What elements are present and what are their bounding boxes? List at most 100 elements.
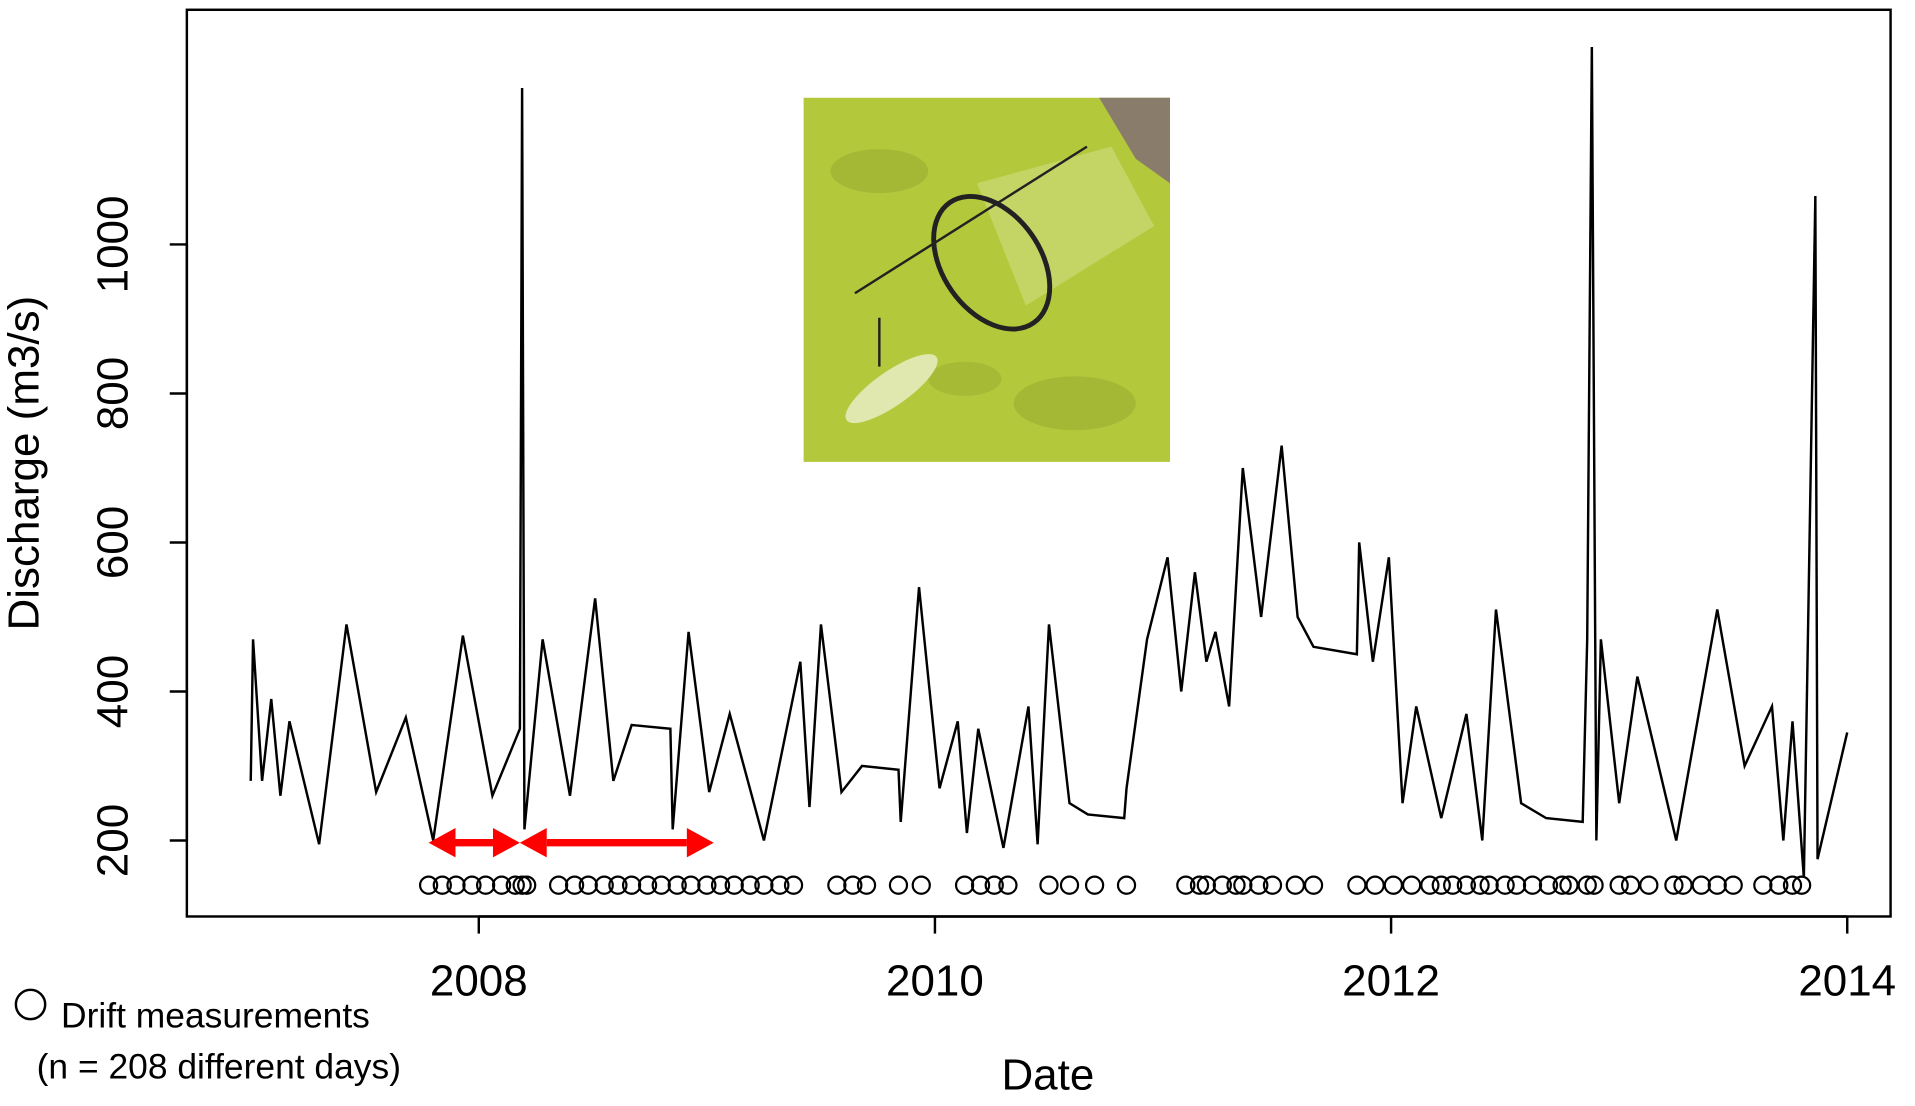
drift-point	[998, 875, 1018, 895]
drift-point	[1664, 875, 1684, 895]
drift-point	[1116, 875, 1137, 895]
drift-point	[1577, 875, 1597, 895]
drift-point	[681, 875, 701, 895]
drift-point	[548, 875, 569, 895]
drift-point	[843, 875, 863, 895]
drift-point	[1212, 875, 1232, 895]
drift-point	[1620, 875, 1641, 895]
drift-point	[1782, 875, 1803, 895]
drift-point	[651, 875, 671, 895]
drift-point	[783, 875, 804, 895]
drift-point	[1303, 875, 1324, 895]
drift-point	[578, 875, 598, 895]
drift-point	[1584, 875, 1604, 895]
drift-point	[491, 875, 512, 895]
drift-point	[1431, 875, 1451, 895]
drift-point	[1673, 875, 1693, 895]
drift-point	[1559, 875, 1579, 895]
drift-point	[512, 875, 532, 895]
drift-point	[1538, 875, 1559, 895]
drift-point	[517, 875, 537, 895]
drift-point	[888, 875, 909, 895]
drift-point	[1456, 875, 1477, 895]
x-axis-label: Date	[1001, 1050, 1094, 1099]
drift-point	[740, 875, 760, 895]
arrow-head	[492, 828, 520, 858]
drift-point	[856, 875, 877, 895]
drift-point	[594, 875, 614, 895]
drift-point	[1723, 875, 1743, 895]
drift-point	[710, 875, 731, 895]
drift-point	[1495, 875, 1515, 895]
drift-point	[1522, 875, 1543, 895]
drift-point	[954, 875, 975, 895]
drift-point	[564, 875, 585, 895]
drift-point	[1365, 875, 1385, 895]
drift-point	[1401, 875, 1422, 895]
drift-point	[1383, 875, 1404, 895]
y-axis-label: Discharge (m3/s)	[0, 296, 48, 631]
x-tick-label: 2010	[886, 956, 984, 1005]
drift-point	[1347, 875, 1367, 895]
drift-point	[1753, 875, 1773, 895]
drift-point	[1506, 875, 1527, 895]
drift-point	[621, 875, 642, 895]
drift-point	[1639, 875, 1659, 895]
legend-label: Drift measurements	[61, 995, 370, 1035]
drift-point	[827, 875, 847, 895]
drift-point	[1233, 875, 1253, 895]
x-tick-label: 2014	[1798, 956, 1896, 1005]
photo-inset	[803, 97, 1171, 462]
drift-point	[1707, 875, 1727, 895]
y-tick-label: 600	[89, 506, 138, 579]
drift-point	[1479, 875, 1499, 895]
drift-point	[667, 875, 687, 895]
drift-point	[911, 875, 931, 895]
drift-point	[432, 875, 452, 895]
drift-point	[1196, 875, 1216, 895]
drift-point	[1249, 875, 1269, 895]
discharge-line	[249, 47, 1849, 878]
drift-point	[1262, 875, 1283, 895]
drift-point	[970, 875, 991, 895]
drift-point	[1443, 875, 1463, 895]
drift-point	[1039, 875, 1059, 895]
y-tick-label: 400	[89, 655, 138, 728]
x-tick-label: 2008	[430, 956, 528, 1005]
drift-point	[754, 875, 774, 895]
drift-point	[475, 875, 496, 895]
drift-point	[984, 875, 1004, 895]
drift-point	[608, 875, 628, 895]
drift-point	[724, 875, 744, 895]
drift-point	[770, 875, 790, 895]
drift-point	[1609, 875, 1629, 895]
drift-point	[1420, 875, 1440, 895]
drift-point	[1226, 875, 1246, 895]
drift-point	[1059, 875, 1080, 895]
drift-point	[446, 875, 466, 895]
drift-point	[1470, 875, 1490, 895]
drift-point	[1769, 875, 1789, 895]
legend-note: (n = 208 different days)	[37, 1047, 401, 1087]
drift-point	[697, 875, 717, 895]
y-tick-label: 800	[89, 357, 138, 430]
drift-point	[1084, 875, 1105, 895]
arrow-head	[428, 828, 456, 858]
arrow-head	[686, 828, 714, 858]
drift-point	[1189, 875, 1210, 895]
drift-point	[637, 875, 658, 895]
y-tick-label: 200	[89, 804, 138, 877]
legend-marker	[14, 988, 47, 1021]
drift-point	[1176, 875, 1196, 895]
drift-point	[505, 875, 525, 895]
drift-point	[1552, 875, 1572, 895]
x-tick-label: 2012	[1342, 956, 1440, 1005]
y-tick-label: 1000	[89, 196, 138, 294]
drift-point	[1791, 875, 1812, 895]
arrow-head	[519, 828, 547, 858]
drift-point	[462, 875, 482, 895]
drift-point	[1285, 875, 1305, 895]
drift-point	[418, 875, 439, 895]
